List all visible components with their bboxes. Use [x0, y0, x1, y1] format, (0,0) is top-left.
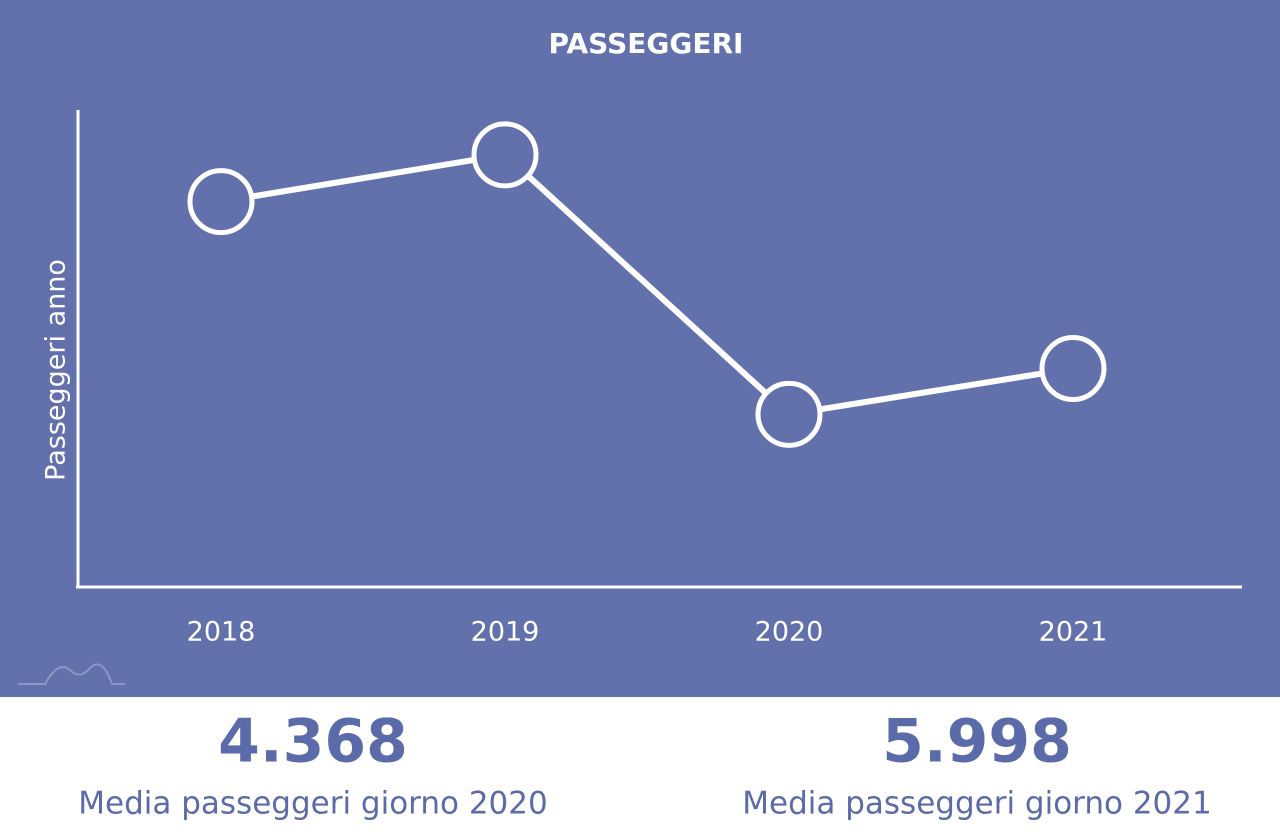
- line: [220, 151, 1074, 418]
- point: [1039, 335, 1107, 403]
- point: [471, 121, 539, 189]
- point: [187, 168, 255, 236]
- stat-value: 5.998: [882, 707, 1072, 777]
- chart-title: PASSEGGERI: [549, 27, 744, 60]
- x-tick-label: 2019: [471, 617, 540, 648]
- point: [755, 380, 823, 448]
- x-tick-label: 2020: [755, 617, 824, 648]
- y-axis-label: Passeggeri anno: [41, 259, 72, 481]
- stat-label: Media passeggeri giorno 2020: [78, 786, 547, 822]
- logo: [18, 663, 125, 685]
- x-tick-label: 2021: [1039, 617, 1108, 648]
- stat-value: 4.368: [218, 707, 408, 777]
- stat-label: Media passeggeri giorno 2021: [742, 786, 1211, 822]
- x-tick-label: 2018: [187, 617, 256, 648]
